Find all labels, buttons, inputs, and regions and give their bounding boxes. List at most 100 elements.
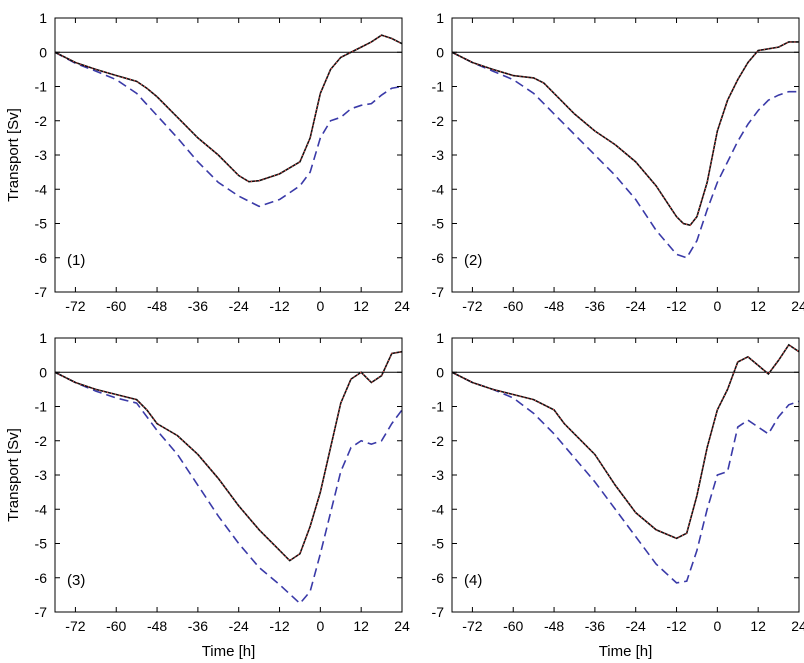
y-tick-label: -6 xyxy=(35,570,48,586)
y-tick-label: -1 xyxy=(35,79,48,95)
y-tick-label: 0 xyxy=(39,44,47,60)
y-axis-label: Transport [Sv] xyxy=(5,108,22,202)
series-dashed-line xyxy=(451,371,800,584)
y-axis-label: Transport [Sv] xyxy=(5,428,22,522)
y-tick-label: -5 xyxy=(35,216,48,232)
x-axis-label: Time [h] xyxy=(599,643,653,660)
x-tick-label: 24 xyxy=(394,298,410,314)
x-tick-label: 0 xyxy=(713,298,721,314)
series-solid-line xyxy=(54,34,403,183)
series-dashed-line xyxy=(54,51,403,208)
series-solid-line xyxy=(451,343,800,540)
x-tick-label: -36 xyxy=(188,618,208,634)
y-tick-label: -5 xyxy=(35,536,48,552)
y-tick-label: -3 xyxy=(35,147,48,163)
x-tick-label: -36 xyxy=(585,618,605,634)
x-tick-label: -72 xyxy=(462,618,482,634)
x-tick-label: -12 xyxy=(666,618,686,634)
panel-1: -72 -60 -48 -36 -24 -12 0 12 24 1 0 -1 -2 -3 -4 -5 -6 -7 (… xyxy=(5,10,410,314)
panel-label: (2) xyxy=(464,252,482,269)
x-tick-label: 12 xyxy=(353,298,369,314)
y-tick-label: 0 xyxy=(39,364,47,380)
y-tick-label: -7 xyxy=(35,604,48,620)
y-tick-label: -3 xyxy=(432,467,445,483)
x-tick-label: -60 xyxy=(106,298,126,314)
y-tick-label: -3 xyxy=(432,147,445,163)
x-tick-label: 24 xyxy=(394,618,410,634)
x-tick-label: -24 xyxy=(626,618,646,634)
y-tick-label: -6 xyxy=(432,570,445,586)
y-tick-label: -4 xyxy=(35,501,48,517)
series-solid-line xyxy=(451,41,799,227)
axes-frame xyxy=(451,17,800,293)
x-tick-label: -60 xyxy=(106,618,126,634)
x-tick-label: 0 xyxy=(713,618,721,634)
y-tick-label: 1 xyxy=(436,330,444,346)
y-tick-label: -7 xyxy=(432,604,445,620)
y-tick-label: -6 xyxy=(35,250,48,266)
series-dashed-line xyxy=(451,51,799,259)
y-tick-label: -5 xyxy=(432,536,445,552)
x-tick-label: 0 xyxy=(316,618,324,634)
series-dotted-line xyxy=(451,41,799,226)
panel-label: (4) xyxy=(464,572,482,589)
x-tick-label: -12 xyxy=(269,298,289,314)
x-tick-label: -72 xyxy=(65,618,85,634)
y-tick-label: -2 xyxy=(432,113,445,129)
series-dotted-line xyxy=(54,34,403,183)
panel-label: (3) xyxy=(67,572,85,589)
x-tick-label: -12 xyxy=(666,298,686,314)
y-tick-label: -1 xyxy=(35,399,48,415)
x-tick-label: -48 xyxy=(544,298,564,314)
y-tick-label: -7 xyxy=(35,284,48,300)
x-tick-label: -12 xyxy=(269,618,289,634)
axes-frame xyxy=(54,17,403,293)
x-tick-label: -36 xyxy=(585,298,605,314)
y-tick-label: -4 xyxy=(35,181,48,197)
x-tick-label: 0 xyxy=(316,298,324,314)
x-tick-label: -48 xyxy=(147,618,167,634)
x-tick-label: -72 xyxy=(462,298,482,314)
series-dashed-line xyxy=(54,371,403,605)
series-solid-line xyxy=(54,350,403,562)
axes-frame xyxy=(451,337,800,613)
x-tick-label: -24 xyxy=(626,298,646,314)
x-axis-label: Time [h] xyxy=(202,643,256,660)
y-tick-label: -2 xyxy=(35,113,48,129)
x-tick-label: -60 xyxy=(503,618,523,634)
series-dotted-line xyxy=(451,344,800,540)
axes-frame xyxy=(54,337,403,613)
y-tick-label: -2 xyxy=(432,433,445,449)
y-tick-label: -5 xyxy=(432,216,445,232)
y-tick-label: 0 xyxy=(436,44,444,60)
y-tick-label: -3 xyxy=(35,467,48,483)
panel-label: (1) xyxy=(67,252,85,269)
y-tick-label: 1 xyxy=(39,10,47,26)
x-tick-label: 12 xyxy=(750,298,766,314)
x-tick-label: 12 xyxy=(353,618,369,634)
panel-2: -72 -60 -48 -36 -24 -12 0 12 24 1 0 -1 -2 -3 -4 -5 -6 -7 (… xyxy=(432,10,804,314)
y-tick-label: -7 xyxy=(432,284,445,300)
x-tick-label: 24 xyxy=(791,618,804,634)
x-tick-label: -24 xyxy=(229,298,249,314)
y-tick-label: -4 xyxy=(432,181,445,197)
x-tick-label: -48 xyxy=(544,618,564,634)
x-tick-label: -48 xyxy=(147,298,167,314)
y-tick-label: -1 xyxy=(432,79,445,95)
x-tick-label: -36 xyxy=(188,298,208,314)
y-tick-label: -6 xyxy=(432,250,445,266)
y-tick-label: -4 xyxy=(432,501,445,517)
x-tick-label: 24 xyxy=(791,298,804,314)
y-tick-label: 0 xyxy=(436,364,444,380)
y-tick-label: -2 xyxy=(35,433,48,449)
y-tick-label: 1 xyxy=(436,10,444,26)
x-tick-label: -60 xyxy=(503,298,523,314)
x-tick-label: 12 xyxy=(750,618,766,634)
y-tick-label: -1 xyxy=(432,399,445,415)
x-tick-label: -24 xyxy=(229,618,249,634)
y-tick-label: 1 xyxy=(39,330,47,346)
x-tick-label: -72 xyxy=(65,298,85,314)
panel-4: -72 -60 -48 -36 -24 -12 0 12 24 1 0 -1 -2 -3 -4 -5 -6 -7 (… xyxy=(432,330,804,660)
panel-3: -72 -60 -48 -36 -24 -12 0 12 24 1 0 -1 -2 -3 -4 -5 -6 -7 (… xyxy=(5,330,410,660)
